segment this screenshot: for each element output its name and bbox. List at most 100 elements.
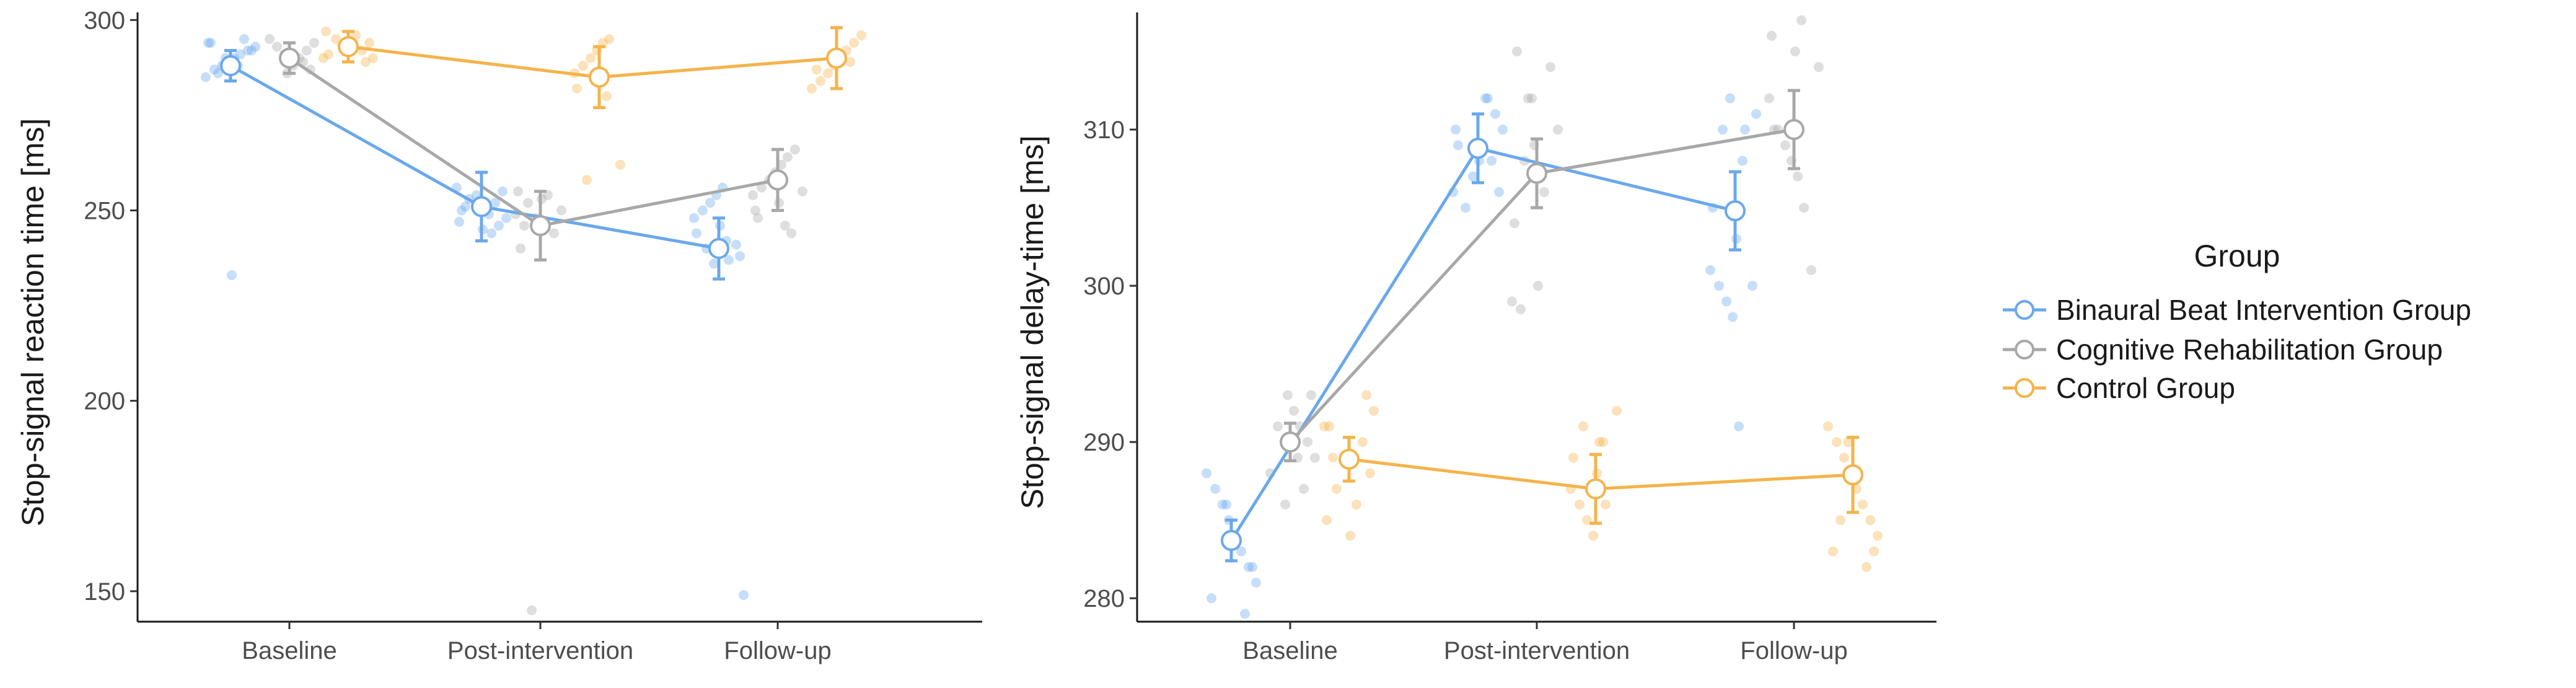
- raw-data-point: [1218, 499, 1228, 509]
- raw-data-point: [582, 175, 592, 185]
- raw-data-point: [1244, 562, 1254, 572]
- mean-point: [589, 66, 610, 88]
- chart-panel-delay-time: 280 290 300 310 Baseline Post-intervention Fol…: [1015, 12, 1936, 664]
- raw-data-point: [1453, 140, 1463, 151]
- raw-data-point: [1790, 46, 1800, 57]
- raw-data-point: [209, 64, 219, 75]
- raw-data-point: [1738, 156, 1747, 166]
- mean-point: [279, 47, 300, 69]
- raw-data-point: [780, 221, 790, 231]
- mean-point: [1725, 200, 1746, 222]
- y-tick-label: 150: [84, 578, 125, 606]
- legend-key-marker: [2015, 300, 2034, 320]
- raw-data-point: [265, 34, 275, 45]
- raw-data-point: [1523, 93, 1533, 104]
- raw-data-point: [1328, 452, 1338, 463]
- raw-data-point: [1843, 437, 1853, 448]
- mean-point: [826, 47, 847, 69]
- raw-data-point: [790, 144, 800, 155]
- x-tick-label: Follow-up: [724, 637, 831, 664]
- raw-data-point: [1598, 437, 1608, 448]
- raw-data-point: [709, 258, 719, 269]
- raw-data-point: [705, 198, 715, 208]
- mean-point: [1339, 448, 1360, 470]
- legend-item-control: Control Group: [2003, 372, 2235, 404]
- raw-data-point: [1480, 93, 1490, 104]
- y-tick-label: 290: [1083, 429, 1125, 456]
- legend-label: Cognitive Rehabilitation Group: [2056, 333, 2443, 366]
- raw-data-point: [1332, 483, 1342, 494]
- raw-data-point: [845, 56, 855, 67]
- legend-key-marker: [2015, 378, 2034, 398]
- y-axis-title: Stop-signal delay-time [ms]: [1015, 135, 1050, 509]
- x-tick-label: Follow-up: [1740, 637, 1847, 664]
- raw-data-point: [454, 216, 464, 227]
- raw-data-point: [213, 68, 223, 79]
- y-tick-label: 250: [84, 197, 125, 224]
- raw-data-point: [272, 42, 282, 52]
- raw-data-point: [1725, 93, 1735, 104]
- raw-data-point: [1507, 296, 1517, 307]
- raw-data-point: [1575, 499, 1585, 509]
- raw-data-point: [498, 186, 508, 196]
- raw-data-point: [1303, 437, 1312, 448]
- raw-data-point: [1221, 499, 1231, 509]
- x-tick-label: Post-intervention: [447, 637, 633, 664]
- raw-data-point: [1516, 304, 1526, 314]
- raw-data-point: [523, 198, 533, 208]
- raw-data-point: [486, 228, 496, 239]
- mean-point: [1783, 119, 1805, 141]
- raw-data-point: [1306, 390, 1316, 400]
- raw-data-point: [1210, 483, 1220, 494]
- raw-data-point: [302, 45, 312, 56]
- raw-data-point: [1832, 437, 1842, 448]
- y-tick-label: 200: [84, 388, 125, 415]
- y-tick-label: 310: [1083, 117, 1125, 144]
- raw-data-point: [1494, 187, 1504, 197]
- raw-data-point: [731, 239, 741, 250]
- raw-data-point: [361, 56, 371, 67]
- raw-data-point: [239, 34, 249, 45]
- raw-data-point: [1793, 171, 1803, 182]
- raw-data-point: [692, 228, 701, 239]
- raw-data-point: [812, 64, 822, 75]
- raw-data-point: [856, 30, 866, 40]
- raw-data-point: [1740, 125, 1750, 135]
- raw-data-point: [1247, 562, 1257, 572]
- raw-data-point: [1764, 93, 1774, 104]
- raw-data-point: [1483, 93, 1493, 104]
- y-tick-label: 300: [84, 7, 125, 34]
- y-tick-label: 280: [1083, 585, 1125, 612]
- raw-data-point: [1273, 421, 1283, 431]
- mean-point: [471, 196, 492, 218]
- raw-data-point: [556, 205, 566, 216]
- raw-data-point: [1705, 265, 1715, 275]
- raw-data-point: [501, 213, 511, 223]
- raw-data-point: [1873, 531, 1883, 541]
- raw-data-point: [604, 34, 614, 45]
- raw-data-point: [1369, 405, 1379, 416]
- raw-data-point: [1490, 108, 1500, 119]
- raw-data-point: [1718, 125, 1728, 135]
- raw-data-point: [368, 53, 378, 63]
- raw-data-point: [1352, 499, 1361, 509]
- raw-data-point: [247, 45, 257, 56]
- x-tick-label: Baseline: [242, 637, 336, 664]
- mean-point: [1526, 162, 1547, 184]
- raw-data-point: [1799, 203, 1809, 213]
- legend-item-binaural: Binaural Beat Intervention Group: [2003, 294, 2471, 326]
- raw-data-point: [201, 72, 211, 82]
- raw-data-point: [250, 42, 260, 52]
- raw-data-point: [1322, 515, 1332, 526]
- raw-data-point: [1324, 421, 1334, 431]
- raw-data-point: [331, 34, 341, 45]
- raw-data-point: [1236, 546, 1246, 557]
- raw-data-point: [1468, 171, 1478, 182]
- raw-data-point: [1310, 452, 1320, 463]
- series-line: [229, 64, 719, 250]
- raw-data-point: [698, 205, 708, 216]
- x-tick-label: Baseline: [1242, 637, 1337, 664]
- chart-panel-reaction-time: 150 200 250 300 Baseline Post-intervention Fol…: [15, 7, 982, 664]
- raw-data-point: [1512, 46, 1522, 57]
